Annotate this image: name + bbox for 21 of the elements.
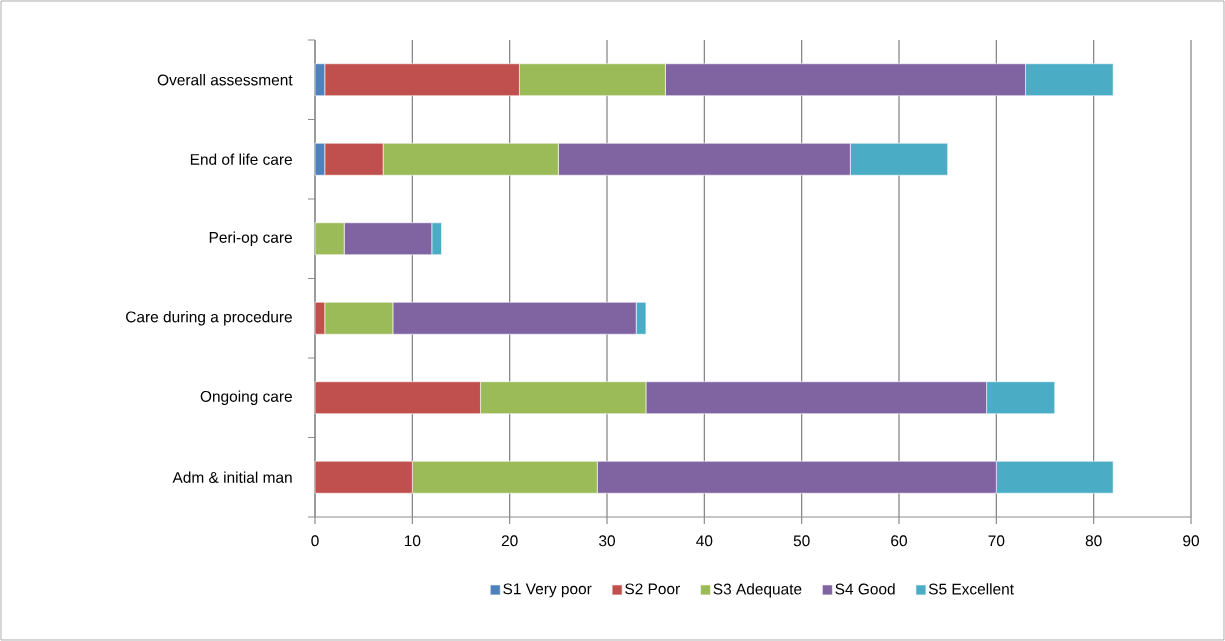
y-tick-label: Care during a procedure (126, 311, 292, 326)
x-tick-label: 60 (891, 535, 907, 547)
y-tick-label: End of life care (190, 153, 292, 165)
legend-label: S4 Good (835, 583, 895, 595)
legend-label: S2 Poor (625, 583, 680, 595)
x-tick-label: 50 (793, 535, 810, 547)
y-tick-label: Ongoing care (200, 390, 292, 405)
x-tick-label: 30 (599, 535, 615, 547)
x-tick-label: 80 (1085, 535, 1102, 547)
x-tick-label: 0 (311, 535, 319, 547)
legend-label: S5 Excellent (928, 583, 1014, 595)
x-tick-label: 20 (501, 535, 518, 547)
y-tick-label: Overall assessment (157, 74, 293, 86)
x-tick-label: 40 (696, 535, 713, 547)
legend-label: S1 Very poor (503, 583, 592, 598)
y-tick-label: Peri-op care (209, 231, 292, 246)
x-tick-label: 90 (1183, 535, 1199, 547)
legend-label: S3 Adequate (713, 583, 802, 598)
x-tick-label: 70 (988, 535, 1005, 547)
y-tick-label: Adm & initial man (172, 471, 292, 483)
x-tick-label: 10 (404, 535, 421, 547)
